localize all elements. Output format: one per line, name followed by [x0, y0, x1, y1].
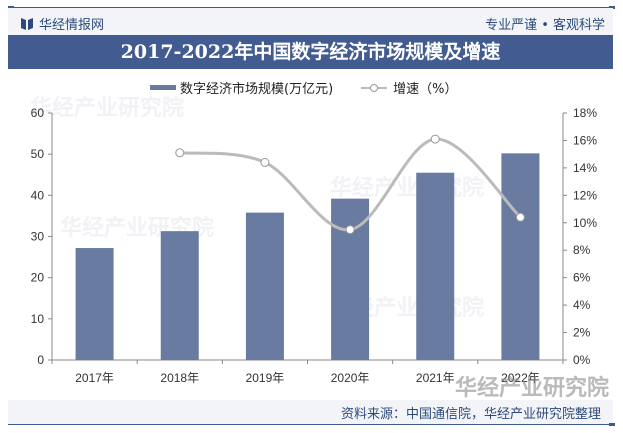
x-tick-label: 2018年 [160, 371, 199, 385]
legend-bar-swatch [150, 85, 176, 90]
left-tick-label: 0 [37, 353, 44, 367]
bar [416, 172, 455, 360]
bottom-rule [8, 423, 615, 426]
legend-line-label: 增速（%） [393, 82, 458, 97]
x-tick-label: 2022年 [501, 371, 540, 385]
legend-line-swatch [361, 83, 388, 92]
right-tick-label: 6% [573, 271, 591, 285]
top-rule [8, 6, 615, 9]
left-tick-label: 60 [31, 106, 45, 120]
bar [501, 153, 540, 360]
x-tick-label: 2017年 [75, 371, 114, 385]
chart-legend: 数字经济市场规模(万亿元) 增速（%） [150, 78, 458, 97]
growth-point [515, 212, 525, 222]
title-bar: 2017-2022年中国数字经济市场规模及增速 [8, 35, 613, 69]
chart-title: 2017-2022年中国数字经济市场规模及增速 [120, 41, 501, 63]
x-tick-label: 2019年 [246, 371, 285, 385]
x-tick-label: 2020年 [331, 371, 370, 385]
growth-point [430, 134, 440, 144]
bar [245, 212, 284, 360]
slogan: 专业严谨 • 客观科学 [485, 18, 605, 33]
right-tick-label: 14% [573, 161, 597, 175]
brand-name: 华经情报网 [39, 18, 105, 33]
left-tick-label: 50 [31, 147, 45, 161]
right-tick-label: 16% [573, 133, 597, 147]
right-tick-label: 10% [573, 216, 597, 230]
x-tick-label: 2021年 [416, 371, 455, 385]
source-note: 资料来源：中国通信院，华经产业研究院整理 [340, 407, 601, 422]
right-tick-label: 0% [573, 353, 591, 367]
header-bar: 华经情报网 专业严谨 • 客观科学 [8, 8, 613, 35]
growth-point [345, 225, 355, 235]
book-logo-icon [21, 17, 33, 30]
right-tick-label: 2% [573, 326, 591, 340]
right-tick-label: 12% [573, 188, 597, 202]
brand: 华经情报网 [21, 14, 104, 33]
left-tick-label: 20 [31, 271, 45, 285]
growth-point [260, 157, 270, 167]
footer-bar: 资料来源：中国通信院，华经产业研究院整理 [8, 400, 613, 424]
right-tick-label: 8% [573, 243, 591, 257]
bar [160, 231, 199, 360]
legend-bar-label: 数字经济市场规模(万亿元) [180, 82, 334, 97]
left-tick-label: 30 [31, 230, 45, 244]
left-tick-label: 40 [31, 188, 45, 202]
growth-point [175, 148, 185, 158]
left-tick-label: 10 [31, 312, 45, 326]
right-tick-label: 4% [573, 298, 591, 312]
bar [75, 248, 114, 360]
right-tick-label: 18% [573, 106, 597, 120]
